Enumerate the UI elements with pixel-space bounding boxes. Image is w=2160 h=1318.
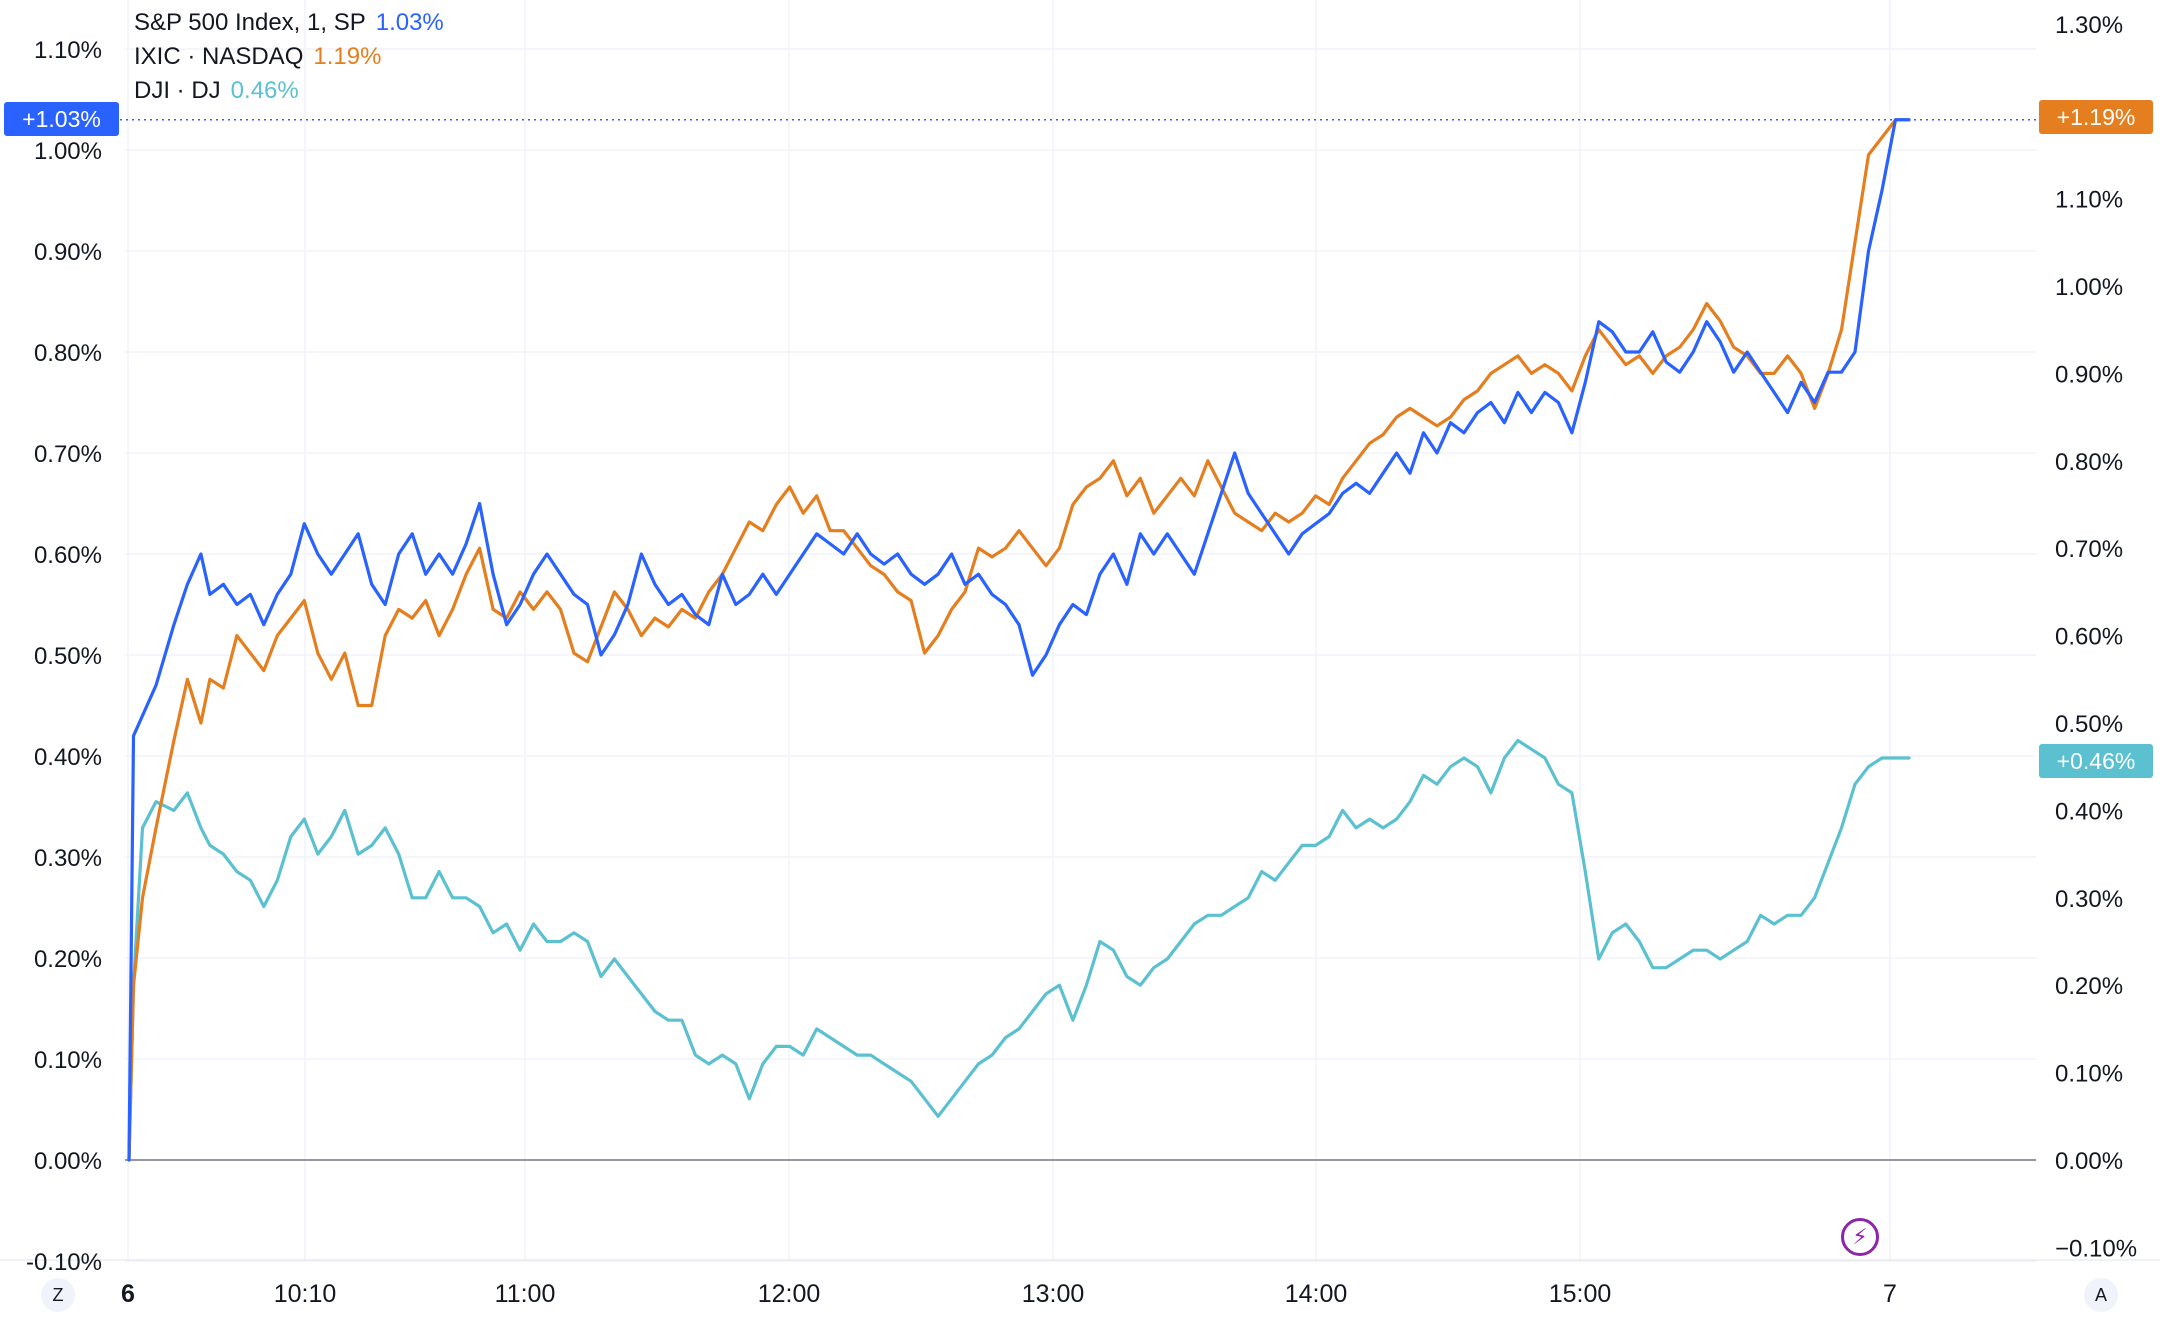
right-axis-tick: 0.80% xyxy=(2055,449,2123,476)
right-axis-tick: 0.20% xyxy=(2055,973,2123,1000)
grid-lines xyxy=(125,0,2036,1262)
right-axis-tick: −0.10% xyxy=(2055,1235,2137,1262)
right-axis-tick: 0.40% xyxy=(2055,798,2123,825)
left-axis-tick: 0.70% xyxy=(34,441,102,468)
right-axis-tick: 0.10% xyxy=(2055,1061,2123,1088)
auto-scale-left-button[interactable]: Z xyxy=(41,1278,75,1312)
time-axis-tick: 7 xyxy=(1883,1280,1897,1308)
left-axis-tick: 0.40% xyxy=(34,744,102,771)
right-axis-tick: 0.50% xyxy=(2055,711,2123,738)
time-axis-tick: 13:00 xyxy=(1022,1280,1085,1308)
left-axis-tick: 0.10% xyxy=(34,1047,102,1074)
legend-row-dji[interactable]: DJI · DJ 0.46% xyxy=(134,74,444,108)
legend-row-ixic[interactable]: IXIC · NASDAQ 1.19% xyxy=(134,40,444,74)
time-axis-tick: 15:00 xyxy=(1549,1280,1612,1308)
dji-last-value-badge: +0.46% xyxy=(2039,744,2153,778)
series-line-1 xyxy=(127,118,1911,1162)
time-axis-tick: 6 xyxy=(121,1280,135,1308)
time-axis-tick: 10:10 xyxy=(274,1280,337,1308)
legend: S&P 500 Index, 1, SP 1.03% IXIC · NASDAQ 1… xyxy=(134,6,444,108)
legend-value: 1.03% xyxy=(375,9,444,36)
legend-value: 1.19% xyxy=(313,43,382,70)
lightning-icon[interactable]: ⚡ xyxy=(1841,1218,1879,1256)
zero-baseline xyxy=(0,1159,2160,1261)
auto-scale-right-button[interactable]: A xyxy=(2084,1278,2118,1312)
left-axis-tick: 0.60% xyxy=(34,542,102,569)
left-axis-tick: 0.30% xyxy=(34,845,102,872)
legend-name: DJI · DJ xyxy=(134,77,221,104)
series-lines xyxy=(127,118,1911,1162)
left-axis-tick: -0.10% xyxy=(26,1249,102,1276)
time-axis-tick: 14:00 xyxy=(1285,1280,1348,1308)
right-axis-tick: 0.30% xyxy=(2055,886,2123,913)
legend-name: S&P 500 Index, 1, SP xyxy=(134,9,366,36)
right-axis-tick: 0.60% xyxy=(2055,624,2123,651)
left-axis-tick: 0.20% xyxy=(34,946,102,973)
legend-value: 0.46% xyxy=(230,77,299,104)
legend-name: IXIC · NASDAQ xyxy=(134,43,304,70)
time-axis[interactable]: 6 10:10 11:00 12:00 13:00 14:00 15:00 7 xyxy=(121,1280,1897,1308)
time-axis-tick: 11:00 xyxy=(495,1280,556,1308)
right-axis-tick: 1.10% xyxy=(2055,187,2123,214)
ixic-last-value-badge: +1.19% xyxy=(2039,100,2153,134)
spx-last-value-badge: +1.03% xyxy=(4,102,119,136)
legend-row-spx[interactable]: S&P 500 Index, 1, SP 1.03% xyxy=(134,6,444,40)
right-axis-tick: 0.00% xyxy=(2055,1148,2123,1175)
right-axis-tick: 1.30% xyxy=(2055,12,2123,39)
left-axis-tick: 0.80% xyxy=(34,340,102,367)
left-axis-tick: 1.00% xyxy=(34,138,102,165)
time-axis-tick: 12:00 xyxy=(758,1280,821,1308)
right-axis-tick: 1.00% xyxy=(2055,274,2123,301)
left-axis-tick: 0.00% xyxy=(34,1148,102,1175)
left-axis-tick: 1.10% xyxy=(34,37,102,64)
right-axis-tick: 0.70% xyxy=(2055,536,2123,563)
left-axis-tick: 0.50% xyxy=(34,643,102,670)
left-axis-tick: 0.90% xyxy=(34,239,102,266)
series-line-0 xyxy=(127,118,1911,1162)
left-price-axis[interactable]: -0.10% 0.00% 0.10% 0.20% 0.30% 0.40% 0.50% 0.60… xyxy=(26,37,102,1276)
series-line-2 xyxy=(127,738,1911,1162)
right-axis-tick: 0.90% xyxy=(2055,361,2123,388)
right-price-axis[interactable]: −0.10% 0.00% 0.10% 0.20% 0.30% 0.40% 0.50% 0.60… xyxy=(2055,12,2137,1262)
